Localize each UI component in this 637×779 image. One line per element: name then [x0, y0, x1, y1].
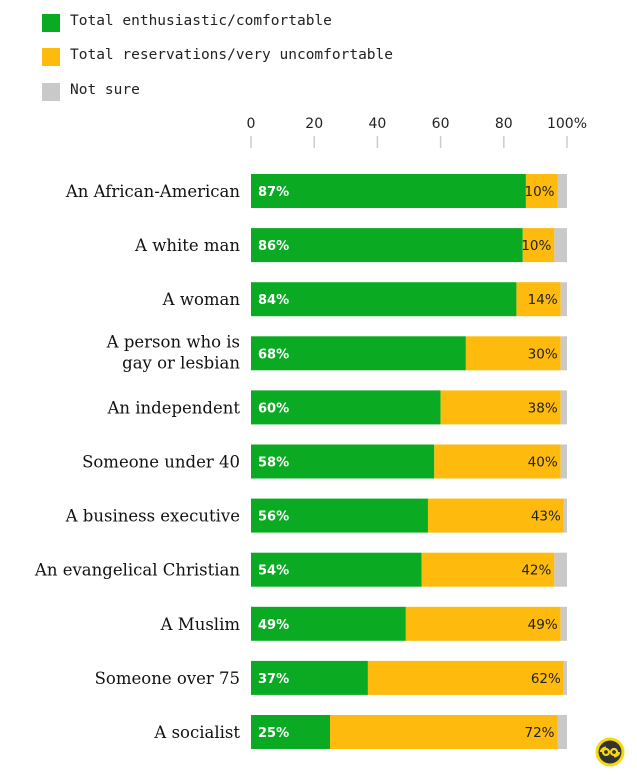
value-label-enthusiastic: 37%	[258, 672, 289, 687]
logo-eye-left	[601, 747, 611, 757]
bar-segment-not-sure	[557, 174, 567, 208]
category-label: A business executive	[65, 507, 240, 526]
logo-curves	[599, 746, 621, 758]
value-label-reservations: 62%	[531, 671, 561, 687]
legend-swatch-not-sure	[42, 83, 60, 101]
legend-label-enthusiastic: Total enthusiastic/comfortable	[70, 13, 332, 29]
bar-segment-not-sure	[554, 552, 567, 587]
bar-segment-reservations	[434, 444, 561, 479]
value-label-reservations: 43%	[531, 509, 561, 525]
category-label: A woman	[162, 290, 241, 309]
bars: An African-American 87% 10% A white man 86% 1…	[34, 174, 567, 749]
category-label: An independent	[106, 398, 240, 417]
bar-segment-enthusiastic	[251, 174, 526, 208]
value-label-enthusiastic: 49%	[258, 618, 289, 633]
bar-segment-enthusiastic	[251, 390, 441, 425]
bar-segment-not-sure	[563, 660, 567, 695]
bar-segment-reservations	[367, 660, 564, 695]
category-label: An African-American	[65, 182, 241, 201]
value-label-reservations: 30%	[528, 346, 558, 362]
value-label-enthusiastic: 87%	[258, 185, 289, 200]
bar-segment-reservations	[516, 282, 561, 317]
bar-row: A white man 86% 10%	[134, 228, 567, 263]
bar-row: An independent 60% 38%	[106, 390, 567, 425]
value-label-reservations: 14%	[528, 292, 558, 308]
category-label: A white man	[134, 236, 240, 255]
value-label-reservations: 72%	[525, 725, 555, 741]
value-label-reservations: 10%	[525, 184, 555, 200]
bar-segment-not-sure	[554, 228, 567, 263]
category-label: An evangelical Christian	[34, 561, 240, 580]
bar-row: An African-American 87% 10%	[65, 174, 567, 208]
bar-row: A socialist 25% 72%	[153, 715, 567, 749]
bar-segment-reservations	[405, 606, 561, 641]
bar-segment-enthusiastic	[251, 498, 428, 533]
category-label-line: A person who is	[106, 332, 240, 351]
legend-label-not-sure: Not sure	[70, 82, 140, 98]
bar-segment-enthusiastic	[251, 228, 523, 263]
value-label-enthusiastic: 84%	[258, 293, 289, 308]
bar-segment-reservations	[440, 390, 561, 425]
category-label: Someone over 75	[95, 669, 240, 688]
bar-row: An evangelical Christian 54% 42%	[34, 552, 567, 587]
bar-row: Someone over 75 37% 62%	[95, 660, 567, 695]
category-label-line: gay or lesbian	[122, 353, 240, 372]
value-label-enthusiastic: 60%	[258, 401, 289, 416]
bar-segment-enthusiastic	[251, 606, 406, 641]
category-label: A socialist	[153, 723, 240, 742]
bar-segment-not-sure	[560, 444, 567, 479]
legend-swatch-reservations	[42, 48, 60, 66]
bar-segment-enthusiastic	[251, 282, 517, 317]
value-label-reservations: 49%	[528, 617, 558, 633]
cbs-news-logo-icon	[595, 737, 625, 767]
value-label-enthusiastic: 54%	[258, 564, 289, 579]
logo-eye-right	[609, 747, 619, 757]
value-label-enthusiastic: 56%	[258, 510, 289, 525]
x-tick-label: 60	[432, 116, 450, 132]
bar-segment-enthusiastic	[251, 715, 330, 749]
bar-segment-not-sure	[560, 606, 567, 641]
category-label: A person who is gay or lesbian	[106, 332, 241, 372]
bar-row: A person who is gay or lesbian 68% 30%	[106, 332, 567, 372]
x-axis: 0 20 40 60 80 100%	[247, 116, 587, 148]
bar-segment-enthusiastic	[251, 336, 466, 371]
x-tick-label: 100%	[547, 116, 587, 132]
bar-segment-not-sure	[563, 498, 567, 533]
x-tick-label: 20	[305, 116, 323, 132]
bar-segment-not-sure	[560, 282, 567, 317]
bar-segment-reservations	[421, 552, 555, 587]
value-label-reservations: 38%	[528, 400, 558, 416]
value-label-enthusiastic: 58%	[258, 456, 289, 471]
bar-segment-reservations	[525, 174, 558, 208]
bar-segment-enthusiastic	[251, 552, 422, 587]
bar-row: Someone under 40 58% 40%	[82, 444, 567, 479]
bar-segment-not-sure	[560, 390, 567, 425]
bar-segment-reservations	[330, 715, 558, 749]
bar-segment-not-sure	[557, 715, 567, 749]
category-label: A Muslim	[160, 615, 241, 634]
bar-segment-enthusiastic	[251, 444, 435, 479]
value-label-reservations: 40%	[528, 455, 558, 471]
legend-label-reservations: Total reservations/very uncomfortable	[70, 47, 394, 63]
bar-segment-reservations	[522, 228, 555, 263]
category-label: Someone under 40	[82, 453, 240, 472]
value-label-enthusiastic: 25%	[258, 726, 289, 741]
bar-segment-reservations	[427, 498, 564, 533]
value-label-enthusiastic: 86%	[258, 239, 289, 254]
bar-row: A Muslim 49% 49%	[160, 606, 567, 641]
value-label-enthusiastic: 68%	[258, 347, 289, 362]
x-tick-label: 40	[368, 116, 386, 132]
value-label-reservations: 10%	[521, 238, 551, 254]
bar-segment-reservations	[465, 336, 561, 371]
bar-segment-enthusiastic	[251, 660, 368, 695]
bar-segment-not-sure	[560, 336, 567, 371]
legend-swatch-enthusiastic	[42, 14, 60, 32]
bar-row: A woman 84% 14%	[162, 282, 567, 317]
bar-row: A business executive 56% 43%	[65, 498, 567, 533]
x-tick-label: 80	[495, 116, 513, 132]
value-label-reservations: 42%	[521, 563, 551, 579]
x-tick-label: 0	[247, 116, 256, 132]
